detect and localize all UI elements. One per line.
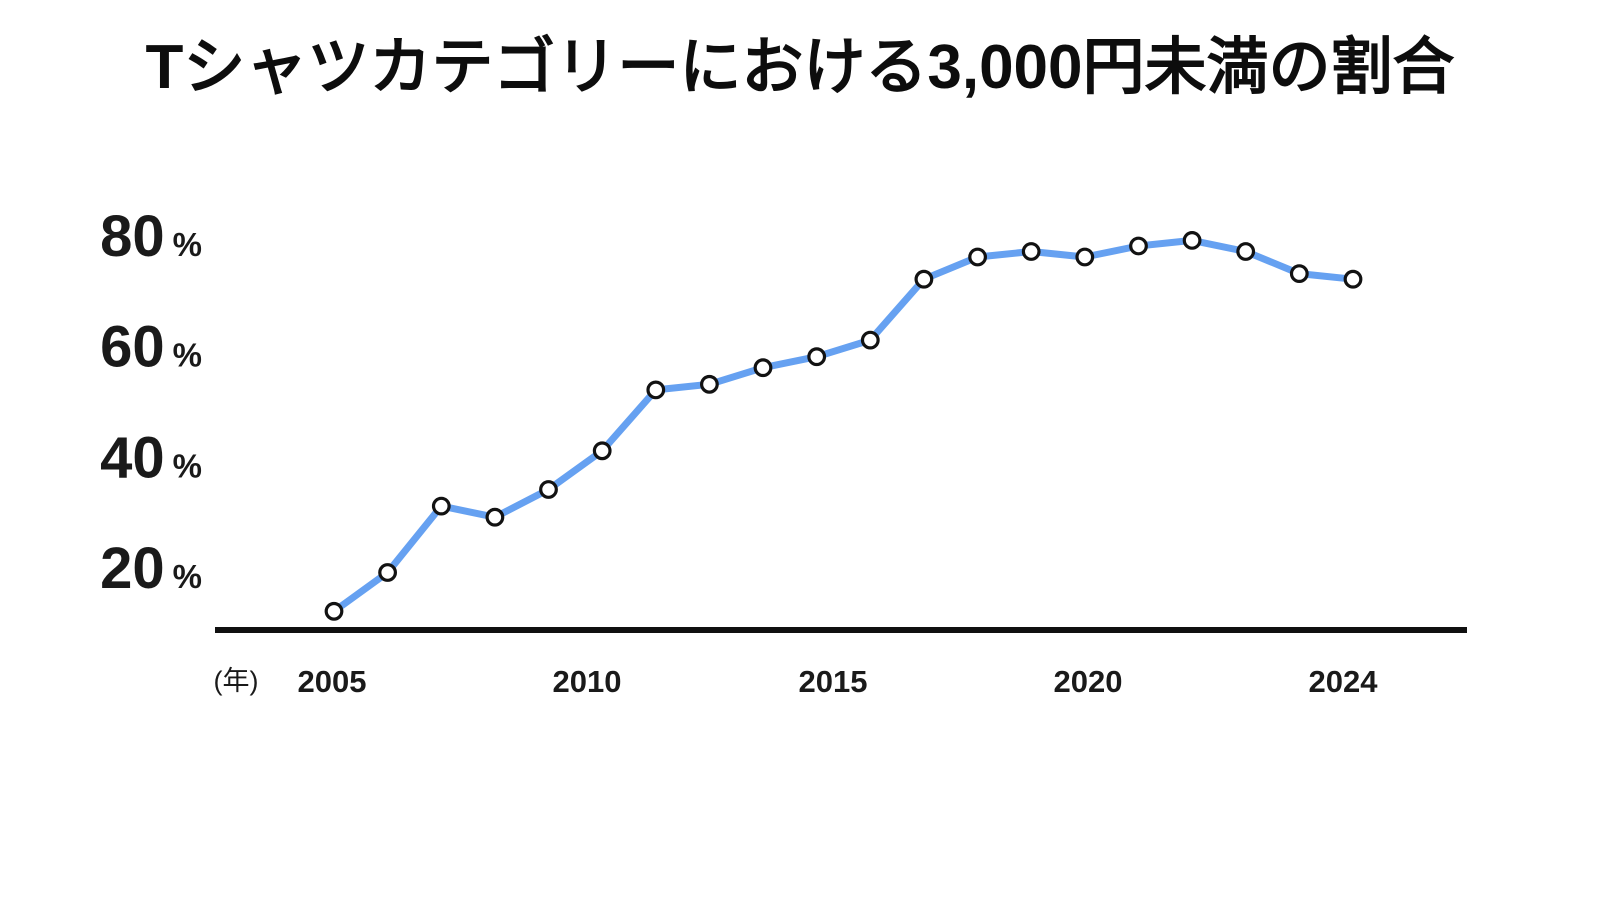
data-point-2022 (1236, 242, 1256, 261)
y-tick-label: 80% (100, 204, 202, 269)
data-point-2023 (1289, 264, 1309, 284)
x-tick-label: 2015 (799, 664, 868, 699)
data-point-2016 (914, 269, 934, 289)
data-point-2006 (378, 563, 398, 582)
data-point-2011 (646, 380, 666, 400)
data-point-2015 (860, 330, 880, 350)
data-point-2009 (539, 480, 558, 499)
x-tick-label: 2020 (1054, 664, 1123, 699)
y-tick-label: 60% (100, 315, 202, 380)
x-tick-label: 2005 (298, 664, 367, 699)
data-point-2024 (1343, 269, 1363, 289)
data-point-2007 (431, 496, 451, 516)
data-point-2014 (807, 347, 827, 367)
data-point-2005 (324, 601, 344, 621)
data-point-2017 (968, 247, 987, 267)
x-tick-label: 2010 (553, 664, 622, 699)
data-point-2019 (1075, 247, 1095, 267)
data-point-2018 (1021, 242, 1041, 261)
trend-line (330, 236, 1357, 615)
y-tick-label: 20% (100, 536, 202, 601)
x-axis-unit-label: (年) (214, 666, 259, 696)
data-point-2020 (1129, 236, 1148, 256)
chart-title: Tシャツカテゴリーにおける3,000円未満の割合 (145, 33, 1455, 102)
x-tick-label: 2024 (1309, 664, 1379, 699)
data-point-2013 (753, 358, 773, 378)
data-point-2008 (485, 507, 505, 527)
x-axis-line (215, 627, 1467, 633)
y-tick-label: 40% (100, 425, 202, 490)
data-point-2021 (1182, 230, 1202, 250)
data-point-2012 (700, 374, 719, 394)
data-point-2010 (592, 441, 612, 461)
